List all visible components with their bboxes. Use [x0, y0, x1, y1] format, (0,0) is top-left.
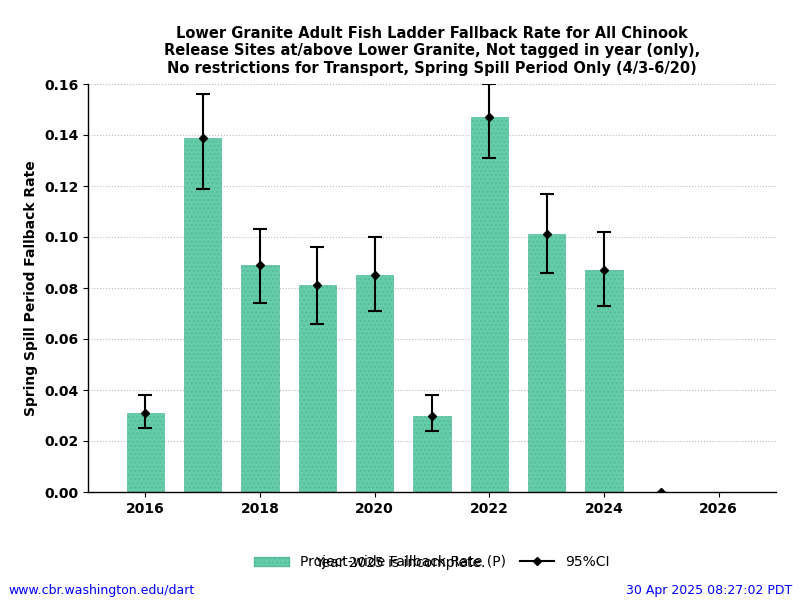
Text: www.cbr.washington.edu/dart: www.cbr.washington.edu/dart	[8, 584, 194, 597]
Bar	[298, 286, 336, 492]
Bar	[586, 270, 622, 492]
Bar	[242, 265, 278, 492]
Bar	[356, 275, 394, 492]
Legend: Project-wide Fallback Rate (P), 95%CI: Project-wide Fallback Rate (P), 95%CI	[249, 550, 615, 575]
Text: Year 2025 is incomplete.: Year 2025 is incomplete.	[315, 556, 485, 570]
Bar	[470, 117, 508, 492]
Bar	[184, 137, 222, 492]
Title: Lower Granite Adult Fish Ladder Fallback Rate for All Chinook
Release Sites at/a: Lower Granite Adult Fish Ladder Fallback…	[164, 26, 700, 76]
Bar	[528, 235, 566, 492]
Bar	[126, 413, 164, 492]
Text: 30 Apr 2025 08:27:02 PDT: 30 Apr 2025 08:27:02 PDT	[626, 584, 792, 597]
Bar	[414, 415, 450, 492]
Y-axis label: Spring Spill Period Fallback Rate: Spring Spill Period Fallback Rate	[24, 160, 38, 416]
